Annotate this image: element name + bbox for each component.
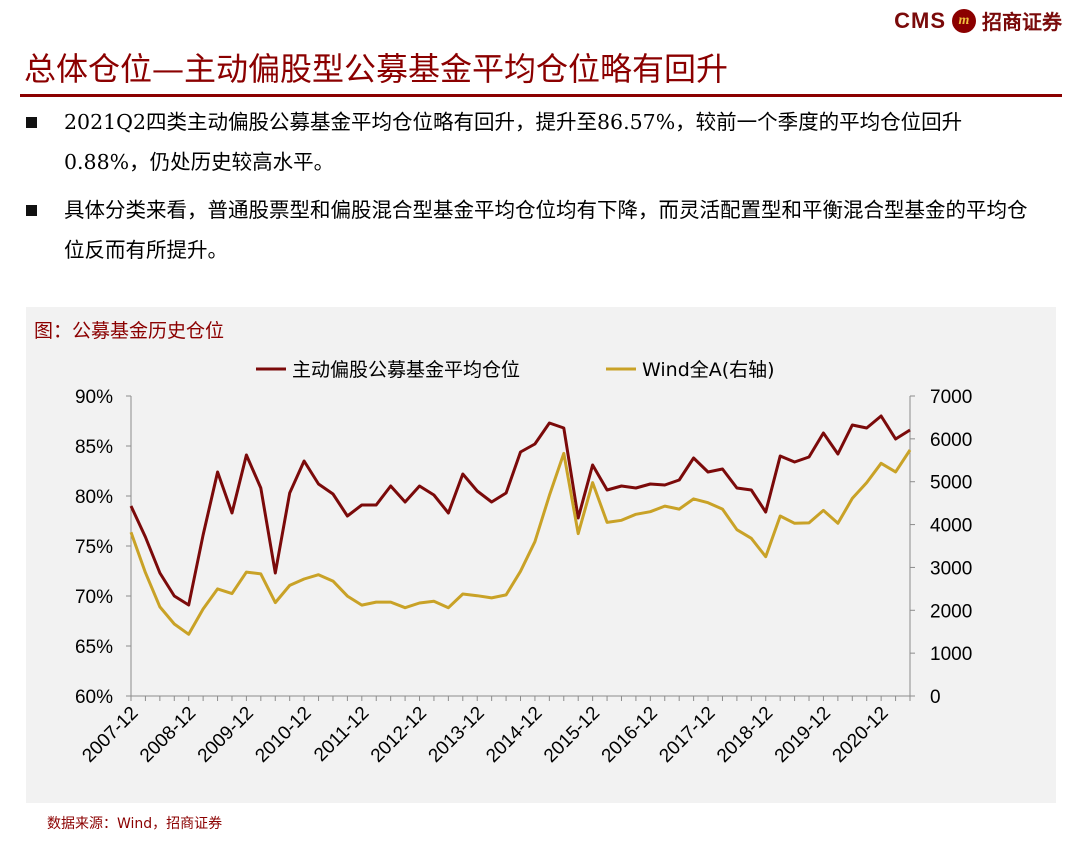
brand-header: CMS m 招商证券 (894, 6, 1062, 35)
chart-title: 图：公募基金历史仓位 (34, 320, 225, 342)
x-tick-label: 2018-12 (713, 703, 777, 767)
left-y-tick-label: 70% (75, 587, 113, 608)
left-y-tick-label: 65% (75, 637, 113, 658)
x-tick-label: 2014-12 (482, 703, 546, 767)
left-y-tick-label: 80% (75, 487, 113, 508)
x-tick-label: 2012-12 (367, 703, 431, 767)
right-y-tick-label: 5000 (930, 473, 972, 494)
right-y-tick-label: 3000 (930, 558, 972, 579)
left-y-tick-label: 85% (75, 437, 113, 458)
x-tick-label: 2009-12 (194, 703, 258, 767)
legend-label-2: Wind全A(右轴) (642, 359, 775, 381)
page-title: 总体仓位—主动偏股型公募基金平均仓位略有回升 (24, 50, 729, 88)
right-y-tick-label: 6000 (930, 430, 972, 451)
title-divider (20, 94, 1062, 97)
left-y-tick-label: 60% (75, 687, 113, 708)
source-note: 数据来源：Wind，招商证券 (47, 816, 223, 832)
right-y-tick-label: 2000 (930, 601, 972, 622)
x-tick-label: 2010-12 (251, 703, 315, 767)
x-tick-label: 2013-12 (425, 703, 489, 767)
x-tick-label: 2011-12 (310, 703, 373, 766)
bullet-square-icon (26, 205, 37, 216)
bullet-text: 具体分类来看，普通股票型和偏股混合型基金平均仓位均有下降，而灵活配置型和平衡混合… (64, 198, 1028, 262)
x-tick-label: 2007-12 (78, 703, 142, 767)
x-tick-label: 2020-12 (829, 703, 893, 767)
bullet-text: 2021Q2四类主动偏股公募基金平均仓位略有回升，提升至86.57%，较前一个季… (64, 110, 963, 174)
right-y-tick-label: 7000 (930, 387, 972, 408)
x-tick-label: 2015-12 (540, 703, 604, 767)
right-y-tick-label: 1000 (930, 644, 972, 665)
right-y-tick-label: 4000 (930, 516, 972, 537)
brand-cms-text: CMS (894, 7, 946, 33)
x-tick-label: 2008-12 (136, 703, 200, 767)
right-y-tick-label: 0 (930, 687, 941, 708)
bullet-square-icon (26, 117, 37, 128)
left-y-tick-label: 90% (75, 387, 113, 408)
series-line-1 (129, 414, 911, 607)
x-tick-label: 2019-12 (771, 703, 835, 767)
brand-logo-icon: m (952, 8, 976, 33)
x-tick-label: 2017-12 (655, 703, 719, 767)
legend-label-1: 主动偏股公募基金平均仓位 (292, 359, 520, 381)
brand-name: 招商证券 (982, 10, 1062, 34)
left-y-tick-label: 75% (75, 537, 113, 558)
series-line-2 (129, 449, 912, 636)
x-tick-label: 2016-12 (598, 703, 662, 767)
